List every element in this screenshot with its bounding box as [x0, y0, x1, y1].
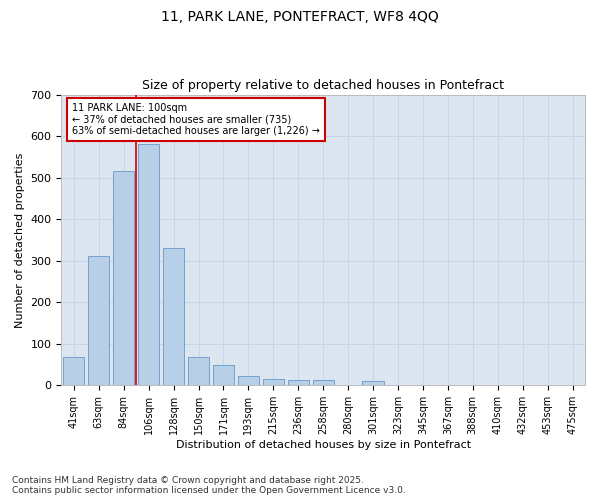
Text: 11 PARK LANE: 100sqm
← 37% of detached houses are smaller (735)
63% of semi-deta: 11 PARK LANE: 100sqm ← 37% of detached h… — [72, 104, 320, 136]
Bar — [63, 357, 85, 386]
Bar — [238, 376, 259, 386]
Title: Size of property relative to detached houses in Pontefract: Size of property relative to detached ho… — [142, 79, 504, 92]
Bar — [163, 248, 184, 386]
Bar — [138, 144, 159, 386]
Y-axis label: Number of detached properties: Number of detached properties — [15, 152, 25, 328]
Bar — [263, 379, 284, 386]
Bar — [313, 380, 334, 386]
Bar — [362, 381, 383, 386]
X-axis label: Distribution of detached houses by size in Pontefract: Distribution of detached houses by size … — [176, 440, 471, 450]
Bar — [88, 256, 109, 386]
Bar — [287, 380, 309, 386]
Bar — [213, 366, 234, 386]
Bar — [188, 357, 209, 386]
Text: 11, PARK LANE, PONTEFRACT, WF8 4QQ: 11, PARK LANE, PONTEFRACT, WF8 4QQ — [161, 10, 439, 24]
Text: Contains HM Land Registry data © Crown copyright and database right 2025.
Contai: Contains HM Land Registry data © Crown c… — [12, 476, 406, 495]
Bar — [113, 172, 134, 386]
